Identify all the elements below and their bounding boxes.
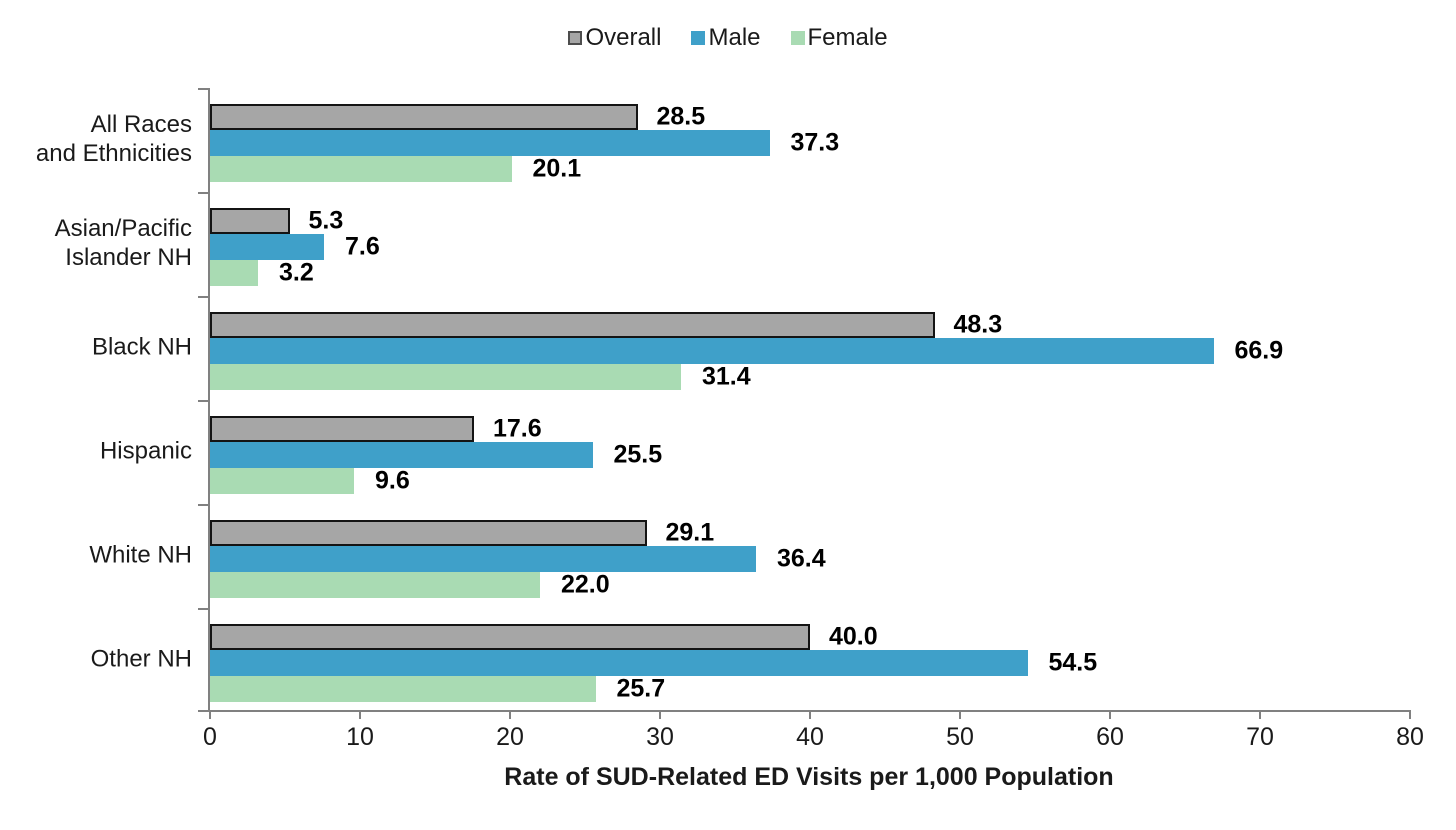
y-axis-tick bbox=[198, 504, 208, 506]
x-axis-tick-label-0: 0 bbox=[203, 723, 217, 751]
value-label-male-other-nh: 54.5 bbox=[1048, 648, 1098, 677]
x-axis-tick-label-40: 40 bbox=[796, 723, 824, 751]
x-axis-tick-label-80: 80 bbox=[1396, 723, 1424, 751]
value-label-female-all-races-and-ethnicities: 20.1 bbox=[532, 154, 582, 183]
value-label-female-black-nh: 31.4 bbox=[702, 362, 751, 391]
bar-female-hispanic: 9.6 bbox=[210, 467, 410, 495]
bar-group-white-nh: 29.1 36.4 22.0 bbox=[210, 519, 1410, 599]
x-axis-tick-70 bbox=[1259, 710, 1261, 719]
y-axis-tick bbox=[198, 400, 208, 402]
value-label-female-other-nh: 25.7 bbox=[616, 674, 666, 703]
bar-group-black-nh: 48.3 66.9 31.4 bbox=[210, 311, 1410, 391]
x-axis-tick-20 bbox=[509, 710, 511, 719]
x-axis-tick-30 bbox=[659, 710, 661, 719]
value-label-female-hispanic: 9.6 bbox=[375, 466, 410, 495]
bar-male-asian-pacific-islander-nh: 7.6 bbox=[210, 233, 380, 261]
bar-overall-black-nh: 48.3 bbox=[210, 311, 1002, 339]
value-label-overall-other-nh: 40.0 bbox=[829, 622, 878, 651]
x-axis-title: Rate of SUD-Related ED Visits per 1,000 … bbox=[504, 763, 1114, 791]
bar-male-white-nh: 36.4 bbox=[210, 545, 826, 573]
value-label-male-hispanic: 25.5 bbox=[613, 440, 663, 469]
legend-swatch-overall bbox=[568, 31, 583, 45]
bar-overall-all-races-and-ethnicities: 28.5 bbox=[210, 103, 705, 131]
y-axis-tick bbox=[198, 710, 208, 712]
bar-overall-white-nh: 29.1 bbox=[210, 519, 714, 547]
value-label-overall-white-nh: 29.1 bbox=[665, 518, 715, 547]
value-label-male-asian-pacific-islander-nh: 7.6 bbox=[345, 232, 380, 261]
legend-item-overall: Overall bbox=[568, 24, 661, 52]
bar-group-hispanic: 17.6 25.5 9.6 bbox=[210, 415, 1410, 495]
bar-female-other-nh: 25.7 bbox=[210, 675, 665, 703]
x-axis-tick-10 bbox=[359, 710, 361, 719]
y-axis-tick bbox=[198, 608, 208, 610]
category-label-other-nh: Other NH bbox=[90, 645, 192, 673]
category-label-all-races-and-ethnicities: All Races and Ethnicities bbox=[35, 111, 192, 167]
value-label-overall-asian-pacific-islander-nh: 5.3 bbox=[308, 206, 344, 235]
legend-item-male: Male bbox=[691, 24, 761, 52]
category-row-all-races-and-ethnicities: All Races and Ethnicities 28.5 37.3 20.1 bbox=[36, 88, 1410, 192]
value-label-male-all-races-and-ethnicities: 37.3 bbox=[790, 128, 840, 157]
category-label-white-nh: White NH bbox=[89, 541, 192, 569]
bar-female-all-races-and-ethnicities: 20.1 bbox=[210, 155, 581, 183]
value-label-male-white-nh: 36.4 bbox=[777, 544, 826, 573]
legend-item-female: Female bbox=[790, 24, 888, 52]
x-axis-tick-label-10: 10 bbox=[346, 723, 374, 751]
plot-area: All Races and Ethnicities 28.5 37.3 20.1 Asi… bbox=[36, 88, 1424, 751]
value-label-overall-hispanic: 17.6 bbox=[493, 414, 542, 443]
value-label-female-white-nh: 22.0 bbox=[561, 570, 610, 599]
y-axis-tick bbox=[198, 296, 208, 298]
value-label-female-asian-pacific-islander-nh: 3.2 bbox=[279, 258, 314, 287]
legend-label-overall: Overall bbox=[585, 24, 662, 51]
bar-group-other-nh: 40.0 54.5 25.7 bbox=[210, 623, 1410, 703]
category-row-other-nh: Other NH 40.0 54.5 25.7 bbox=[91, 608, 1410, 712]
bar-female-asian-pacific-islander-nh: 3.2 bbox=[210, 259, 314, 287]
bar-overall-asian-pacific-islander-nh: 5.3 bbox=[210, 207, 343, 235]
category-row-black-nh: Black NH 48.3 66.9 31.4 bbox=[92, 296, 1410, 400]
category-row-asian-pacific-islander-nh: Asian/Pacific Islander NH 5.3 7.6 3.2 bbox=[55, 192, 1410, 296]
legend-swatch-female bbox=[790, 31, 805, 45]
value-label-overall-all-races-and-ethnicities: 28.5 bbox=[656, 102, 706, 131]
bar-group-all-races-and-ethnicities: 28.5 37.3 20.1 bbox=[210, 103, 1410, 183]
category-label-asian-pacific-islander-nh: Asian/Pacific Islander NH bbox=[54, 215, 192, 271]
x-axis-tick-label-20: 20 bbox=[496, 723, 524, 751]
legend: Overall Male Female bbox=[0, 24, 1456, 52]
bar-male-hispanic: 25.5 bbox=[210, 441, 662, 469]
category-label-hispanic: Hispanic bbox=[99, 437, 192, 465]
y-axis-tick bbox=[198, 192, 208, 194]
x-axis-tick-0 bbox=[209, 710, 211, 719]
x-axis-tick-label-30: 30 bbox=[646, 723, 674, 751]
x-axis-tick-label-60: 60 bbox=[1096, 723, 1124, 751]
bar-male-all-races-and-ethnicities: 37.3 bbox=[210, 129, 839, 157]
bar-female-white-nh: 22.0 bbox=[210, 571, 610, 599]
x-axis-tick-label-70: 70 bbox=[1246, 723, 1274, 751]
category-row-hispanic: Hispanic 17.6 25.5 9.6 bbox=[100, 400, 1410, 504]
bar-male-other-nh: 54.5 bbox=[210, 649, 1097, 677]
y-axis-tick bbox=[198, 88, 208, 90]
x-axis-tick-80 bbox=[1409, 710, 1411, 719]
x-axis-tick-60 bbox=[1109, 710, 1111, 719]
bar-overall-other-nh: 40.0 bbox=[210, 623, 878, 651]
legend-swatch-male bbox=[691, 31, 706, 45]
legend-label-female: Female bbox=[807, 24, 888, 51]
bar-female-black-nh: 31.4 bbox=[210, 363, 751, 391]
x-axis-tick-label-50: 50 bbox=[946, 723, 974, 751]
category-label-black-nh: Black NH bbox=[91, 333, 192, 361]
bar-male-black-nh: 66.9 bbox=[210, 337, 1283, 365]
x-axis-tick-50 bbox=[959, 710, 961, 719]
legend-label-male: Male bbox=[708, 24, 761, 51]
bar-group-asian-pacific-islander-nh: 5.3 7.6 3.2 bbox=[210, 207, 1410, 287]
bar-overall-hispanic: 17.6 bbox=[210, 415, 542, 443]
value-label-overall-black-nh: 48.3 bbox=[953, 310, 1003, 339]
category-row-white-nh: White NH 29.1 36.4 22.0 bbox=[89, 504, 1410, 608]
value-label-male-black-nh: 66.9 bbox=[1234, 336, 1284, 365]
x-axis-tick-40 bbox=[809, 710, 811, 719]
